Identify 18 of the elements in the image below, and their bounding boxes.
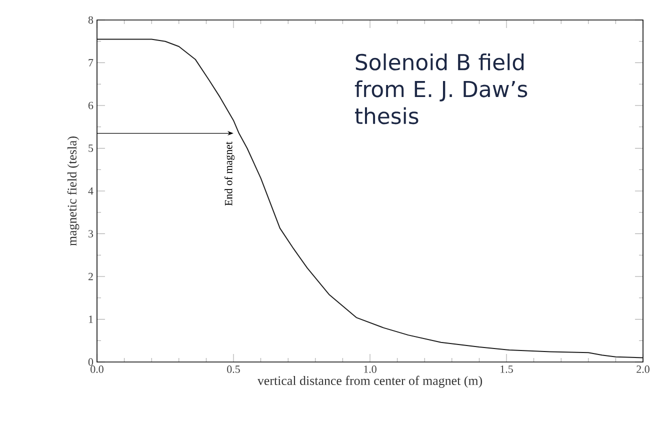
y-tick-label: 0 — [88, 358, 94, 366]
y-tick-label: 3 — [88, 230, 94, 238]
x-tick-label: 0.0 — [90, 366, 104, 373]
x-axis-title: vertical distance from center of magnet (m) — [257, 376, 482, 388]
x-tick-label: 1.5 — [500, 366, 513, 373]
y-tick-label: 7 — [88, 59, 94, 66]
x-tick-label: 1.0 — [364, 366, 376, 373]
x-tick-label: 0.5 — [227, 366, 240, 373]
y-axis-title: magnetic field (tesla) — [67, 136, 80, 246]
y-tick-label: 1 — [88, 316, 93, 323]
y-tick-label: 2 — [88, 272, 93, 280]
y-tick-label: 5 — [88, 144, 94, 152]
x-tick-label: 2.0 — [636, 366, 650, 373]
y-tick-label: 4 — [88, 187, 94, 195]
y-tick-label: 6 — [88, 102, 94, 110]
annotation: End of magnet — [224, 142, 235, 206]
y-tick-label: 8 — [88, 16, 94, 24]
annotation: Solenoid B field from E. J. Daw’s thesis — [354, 53, 528, 124]
